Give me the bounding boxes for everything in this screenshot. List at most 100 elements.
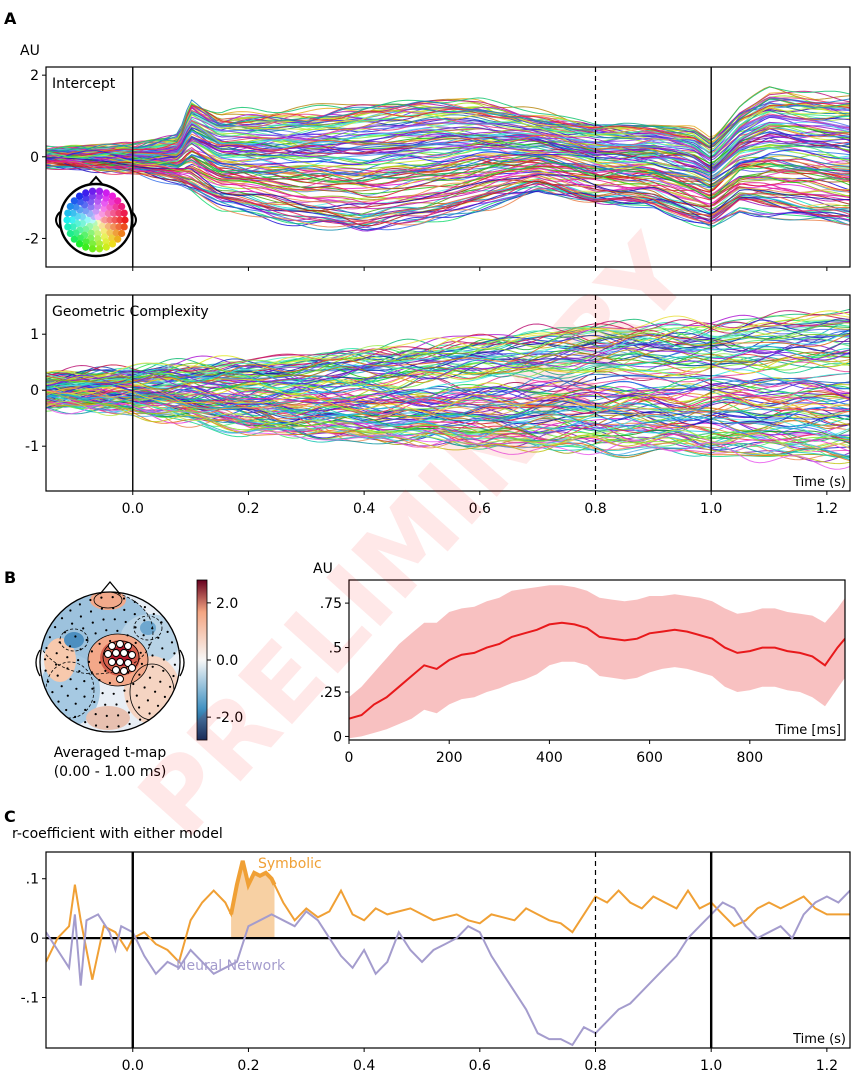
panel-label-b: B xyxy=(4,568,16,587)
channel-trace xyxy=(46,155,850,199)
sensor-dot xyxy=(104,209,112,218)
channel-trace xyxy=(46,385,850,414)
sensor-dot xyxy=(93,700,96,704)
sensor-dot xyxy=(78,603,81,606)
sensor-dot xyxy=(84,708,87,712)
significant-sensor xyxy=(108,642,116,650)
significant-sensor xyxy=(124,642,132,650)
x-tick-label: 400 xyxy=(536,750,563,766)
complexity-xlabel: Time (s) xyxy=(792,475,846,490)
sensor-dot xyxy=(110,223,118,231)
channel-trace xyxy=(46,139,850,173)
channel-trace xyxy=(46,387,850,419)
x-tick-label: 1.0 xyxy=(700,1058,722,1074)
sensor-dot xyxy=(68,216,76,224)
sensor-dot xyxy=(172,674,175,678)
x-tick-label: 0.4 xyxy=(353,501,375,517)
sensor-dot xyxy=(63,216,71,224)
b-timecourse-plot: .75 .5 .25 00 200 400 600 800 Time [ms] xyxy=(320,579,846,766)
sensor-color-legend xyxy=(55,175,137,258)
sensor-dot xyxy=(66,667,69,670)
sensor-dot xyxy=(162,669,165,672)
sensor-dot xyxy=(126,700,129,703)
sensor-dot xyxy=(121,216,129,224)
correlation-plot: .1 0 -.1 0.0 0.2 0.4 0.6 0.8 1.0 1.2 Symbolic Neu… xyxy=(21,851,851,1074)
sensor-dot xyxy=(82,238,90,246)
sensor-dot xyxy=(105,714,108,718)
sensor-dot xyxy=(123,689,126,692)
channel-trace xyxy=(46,156,850,211)
sensor-dot xyxy=(68,645,72,648)
sensor-dot xyxy=(161,647,164,650)
t-map-colorbar: 2.0 0.0 -2.0 xyxy=(196,579,243,741)
sensor-dot xyxy=(78,219,86,227)
sensor-dot xyxy=(76,198,84,206)
significant-sensor xyxy=(116,640,124,648)
sensor-dot xyxy=(123,608,126,612)
sensor-dot xyxy=(66,694,69,697)
b-timecourse-axes-frame xyxy=(348,579,846,741)
channel-trace xyxy=(46,159,850,210)
sensor-dot xyxy=(111,596,114,599)
sensor-dot xyxy=(95,192,103,200)
sensor-dot xyxy=(70,197,78,205)
channel-trace xyxy=(46,395,850,446)
sensor-dot xyxy=(134,641,137,645)
sensor-dot xyxy=(74,715,77,719)
symbolic-significant-segment xyxy=(229,860,277,915)
channel-trace xyxy=(46,86,850,155)
topomap-caption-line2: (0.00 - 1.00 ms) xyxy=(54,764,167,780)
sensor-dot xyxy=(82,194,90,202)
sensor-dot xyxy=(105,629,108,632)
complexity-axes-frame xyxy=(45,294,851,492)
sensor-dot xyxy=(89,192,97,200)
sensor-dot xyxy=(89,598,92,602)
significant-sensor xyxy=(128,651,136,659)
sensor-dot xyxy=(69,678,72,681)
sensor-dot xyxy=(69,609,72,612)
sensor-dot xyxy=(108,192,117,200)
sensor-dot xyxy=(66,656,69,659)
sensor-dot xyxy=(120,223,128,231)
channel-trace xyxy=(46,356,850,396)
sensor-dot xyxy=(148,676,152,679)
sensor-dot xyxy=(114,235,122,243)
series-label-neural-network: Neural Network xyxy=(176,958,286,974)
colorbar-tick-label: 2.0 xyxy=(216,596,238,612)
sensor-dot xyxy=(118,229,126,238)
sensor-dot xyxy=(82,189,90,197)
x-tick-label: 0.2 xyxy=(237,1058,259,1074)
x-tick-label: 1.2 xyxy=(816,501,838,517)
sensor-dot xyxy=(76,234,84,242)
panel-label-a: A xyxy=(4,9,17,28)
sensor-dot xyxy=(94,713,97,716)
sensor-dot xyxy=(112,229,120,237)
sensor-dot xyxy=(126,634,129,637)
sensor-dot xyxy=(100,204,108,213)
channel-trace xyxy=(46,379,850,406)
sensor-dot xyxy=(120,209,128,217)
sensor-dot xyxy=(79,615,82,618)
channel-trace xyxy=(46,159,850,212)
sensor-dot xyxy=(95,245,104,253)
sensor-dot xyxy=(162,658,165,661)
sensor-dot xyxy=(60,617,64,620)
sensor-dot xyxy=(83,695,86,698)
sensor-dot xyxy=(88,187,97,195)
sensor-dot xyxy=(159,680,162,683)
sensor-dot xyxy=(116,629,119,633)
sensor-dot xyxy=(87,229,95,237)
sensor-dot xyxy=(148,712,151,715)
significant-sensor xyxy=(116,658,124,666)
channel-trace xyxy=(46,355,850,396)
sensor-dot xyxy=(122,597,126,600)
series-label-symbolic: Symbolic xyxy=(258,856,322,872)
sensor-dot xyxy=(69,223,77,231)
sensor-dot xyxy=(111,216,119,224)
channel-trace xyxy=(46,384,850,409)
channel-trace xyxy=(46,166,850,225)
sensor-dot xyxy=(135,694,138,697)
sensor-dot xyxy=(87,203,95,211)
channel-trace xyxy=(46,165,850,231)
